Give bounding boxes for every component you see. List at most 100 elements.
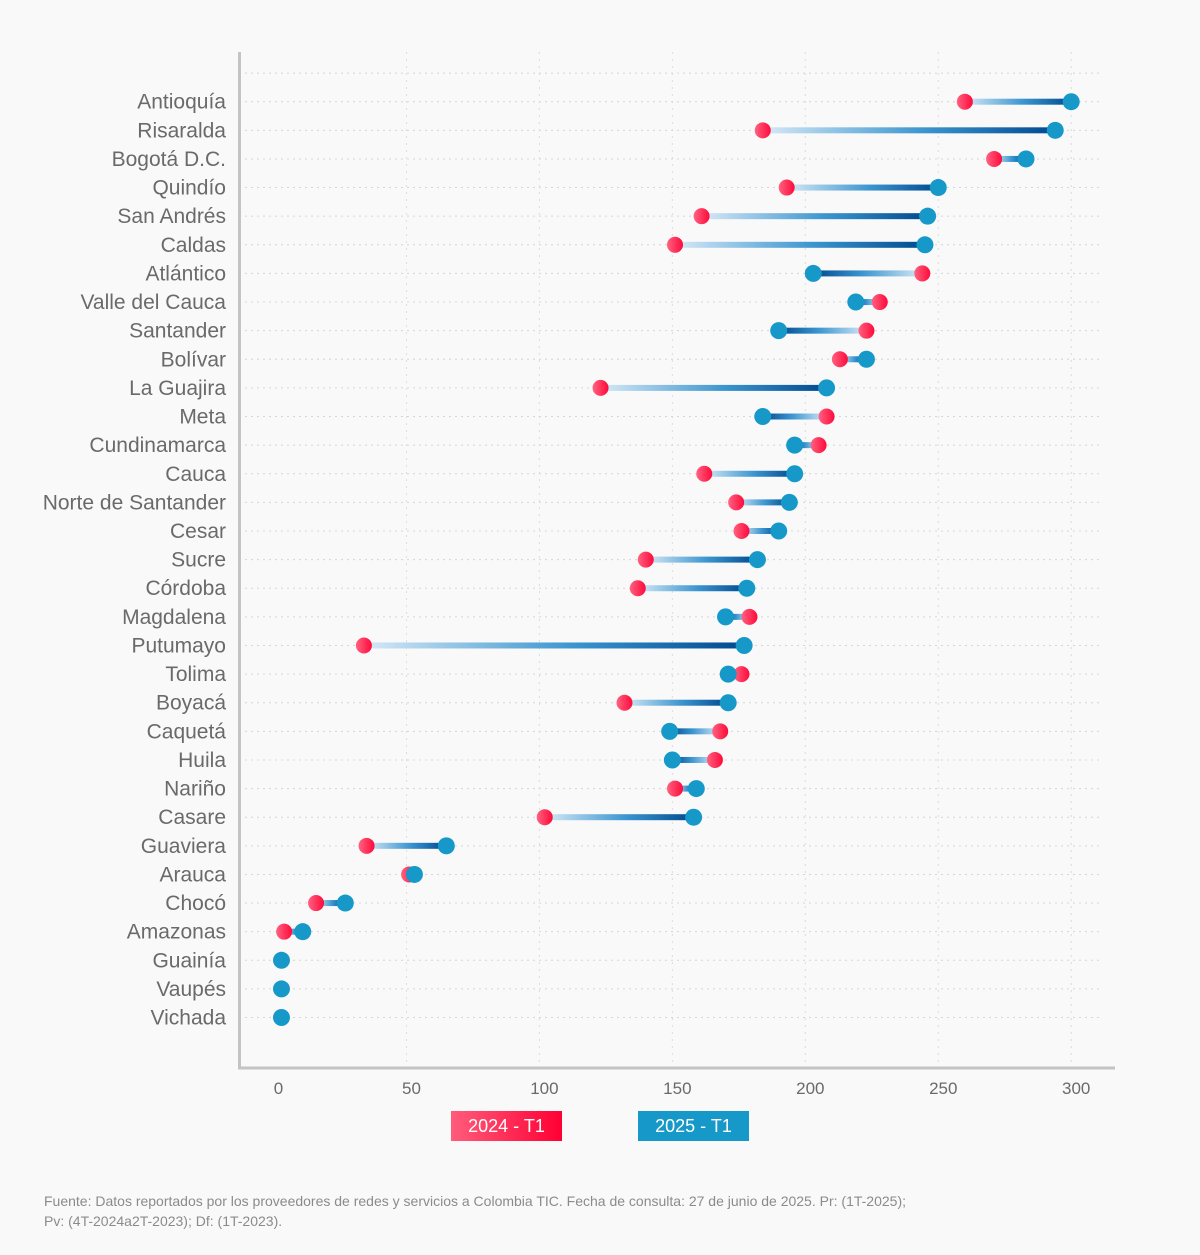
category-label: Risaralda [137,119,226,142]
category-label: Cesar [170,520,226,543]
dot-2024 [616,694,633,711]
dot-2024 [629,580,646,597]
dot-2024 [693,208,710,225]
dumbbell-row [272,1009,290,1027]
dumbbell-row [667,780,705,798]
dumbbell-row [667,236,934,254]
dot-2025 [717,608,735,626]
dot-2025 [272,980,290,998]
connector-line [637,585,747,592]
connector-line [316,900,346,907]
category-label: Norte de Santander [43,491,226,514]
dumbbell-marks [272,93,1080,1027]
dumbbell-row [717,608,758,626]
dot-2024 [592,379,609,396]
x-tick-label: 150 [663,1079,691,1098]
dot-2025 [847,293,865,311]
dumbbell-row [272,951,290,969]
connector-line [645,556,758,563]
footnote-line-1: Fuente: Datos reportados por los proveed… [44,1193,906,1209]
dumbbell-row [778,179,947,197]
category-label: Arauca [159,863,226,886]
category-label: Sucre [171,549,226,572]
category-label: Santander [129,320,226,343]
category-label: Bogotá D.C. [112,148,226,171]
dumbbell-row [728,493,798,511]
category-label: Guainía [152,949,226,972]
dot-2024 [536,809,553,826]
connector-line [675,241,925,248]
dot-2025 [685,808,703,826]
dot-2025 [786,436,804,454]
dot-2024 [358,837,375,854]
dot-2025 [437,837,455,855]
dot-2025 [719,694,737,712]
connector-line [600,384,827,391]
dot-2025 [804,264,822,282]
category-label: Córdoba [145,577,226,600]
dumbbell-row [661,722,729,740]
category-label: Vaupés [156,978,226,1001]
dot-2025 [272,1009,290,1027]
connector-line [672,756,715,763]
dot-2025 [687,780,705,798]
dot-2024 [871,294,888,311]
category-label: Amazonas [127,921,226,944]
dot-2025 [294,923,312,941]
dot-2025 [663,751,681,769]
dumbbell-row [536,808,703,826]
dumbbell-row [308,894,354,912]
x-tick-label: 250 [929,1079,957,1098]
category-label: Bolívar [161,348,226,371]
connector-line [669,728,721,735]
connector-line [762,127,1056,134]
dot-2024 [914,265,931,282]
dumbbell-row [276,923,312,941]
connector-line [725,613,750,620]
dot-2025 [719,665,737,683]
connector-line [786,184,939,191]
dot-2025 [857,350,875,368]
connector-line [762,413,827,420]
category-label: Caquetá [147,720,227,743]
dot-2024 [956,93,973,110]
category-label: San Andrés [117,205,226,228]
dumbbell-row [693,207,937,225]
dumbbell-row [637,551,766,569]
legend-item-2025-t1[interactable]: 2025 - T1 [638,1111,749,1141]
connector-line [964,98,1072,105]
legend-item-2024-t1[interactable]: 2024 - T1 [451,1111,562,1141]
category-label: Magdalena [122,606,226,629]
dot-2025 [748,551,766,569]
dot-2025 [919,207,937,225]
dumbbell-row [956,93,1080,111]
dumbbell-row [754,408,835,426]
category-label: Caldas [161,234,226,257]
connector-line [813,270,923,277]
x-tick-label: 0 [274,1079,283,1098]
dumbbell-row [592,379,836,397]
connector-line [284,928,303,935]
connector-line [994,155,1026,162]
category-label: Meta [179,406,226,429]
dot-2024 [831,351,848,368]
dot-2025 [786,465,804,483]
connector-line [839,356,867,363]
dot-2024 [733,523,750,539]
connector-line [855,299,880,306]
vertical-gridlines [405,52,1072,1066]
connector-line [704,470,795,477]
dot-2024 [754,122,771,139]
dot-2024 [667,236,684,253]
dumbbell-row [986,150,1035,168]
category-label: Chocó [165,892,226,915]
dot-2025 [780,493,798,511]
x-tick-labels: 0 50 100 150 200 250 300 [274,1079,1091,1098]
dumbbell-row [616,694,737,712]
dot-2025 [916,236,934,254]
connector-line [701,213,928,220]
dumbbell-chart: Antioquía Risaralda Bogotá D.C. Quindío San … [43,52,1115,1098]
dot-2025 [272,951,290,969]
dot-2024 [810,437,827,454]
dot-2024 [637,551,654,568]
